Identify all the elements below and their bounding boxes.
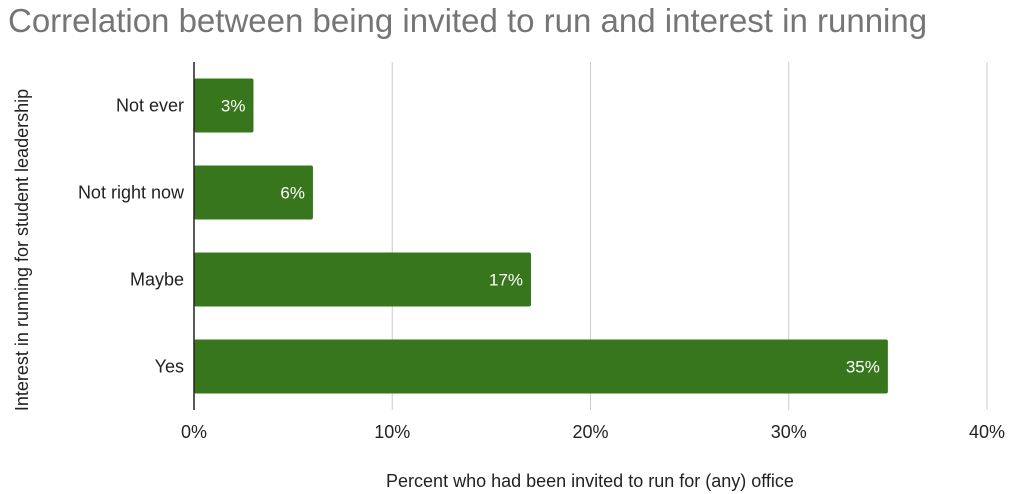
category-label: Yes	[155, 357, 184, 377]
bar-data-label: 6%	[280, 184, 305, 203]
category-labels: Not ever Not right now Maybe Yes	[78, 96, 185, 377]
x-tick-label: 0%	[181, 422, 207, 442]
chart-title: Correlation between being invited to run…	[8, 2, 928, 39]
x-tick-label: 30%	[771, 422, 807, 442]
y-axis-title: Interest in running for student leadersh…	[12, 89, 32, 411]
category-label: Not right now	[78, 183, 185, 203]
category-label: Maybe	[130, 270, 184, 290]
bar-data-label: 3%	[221, 97, 246, 116]
bar-data-label: 17%	[489, 271, 523, 290]
bar-not-right-now	[194, 165, 313, 220]
bar-yes	[194, 339, 888, 394]
bars	[194, 78, 888, 394]
bar-maybe	[194, 252, 532, 307]
x-tick-labels: 0% 10% 20% 30% 40%	[181, 422, 1005, 442]
bar-data-label: 35%	[846, 358, 880, 377]
bar-not-ever	[194, 78, 254, 133]
category-label: Not ever	[116, 96, 184, 116]
x-tick-label: 20%	[572, 422, 608, 442]
x-tick-label: 40%	[969, 422, 1005, 442]
x-axis-title: Percent who had been invited to run for …	[386, 471, 794, 491]
x-tick-label: 10%	[374, 422, 410, 442]
bar-data-labels: 3% 6% 17% 35%	[221, 97, 880, 377]
